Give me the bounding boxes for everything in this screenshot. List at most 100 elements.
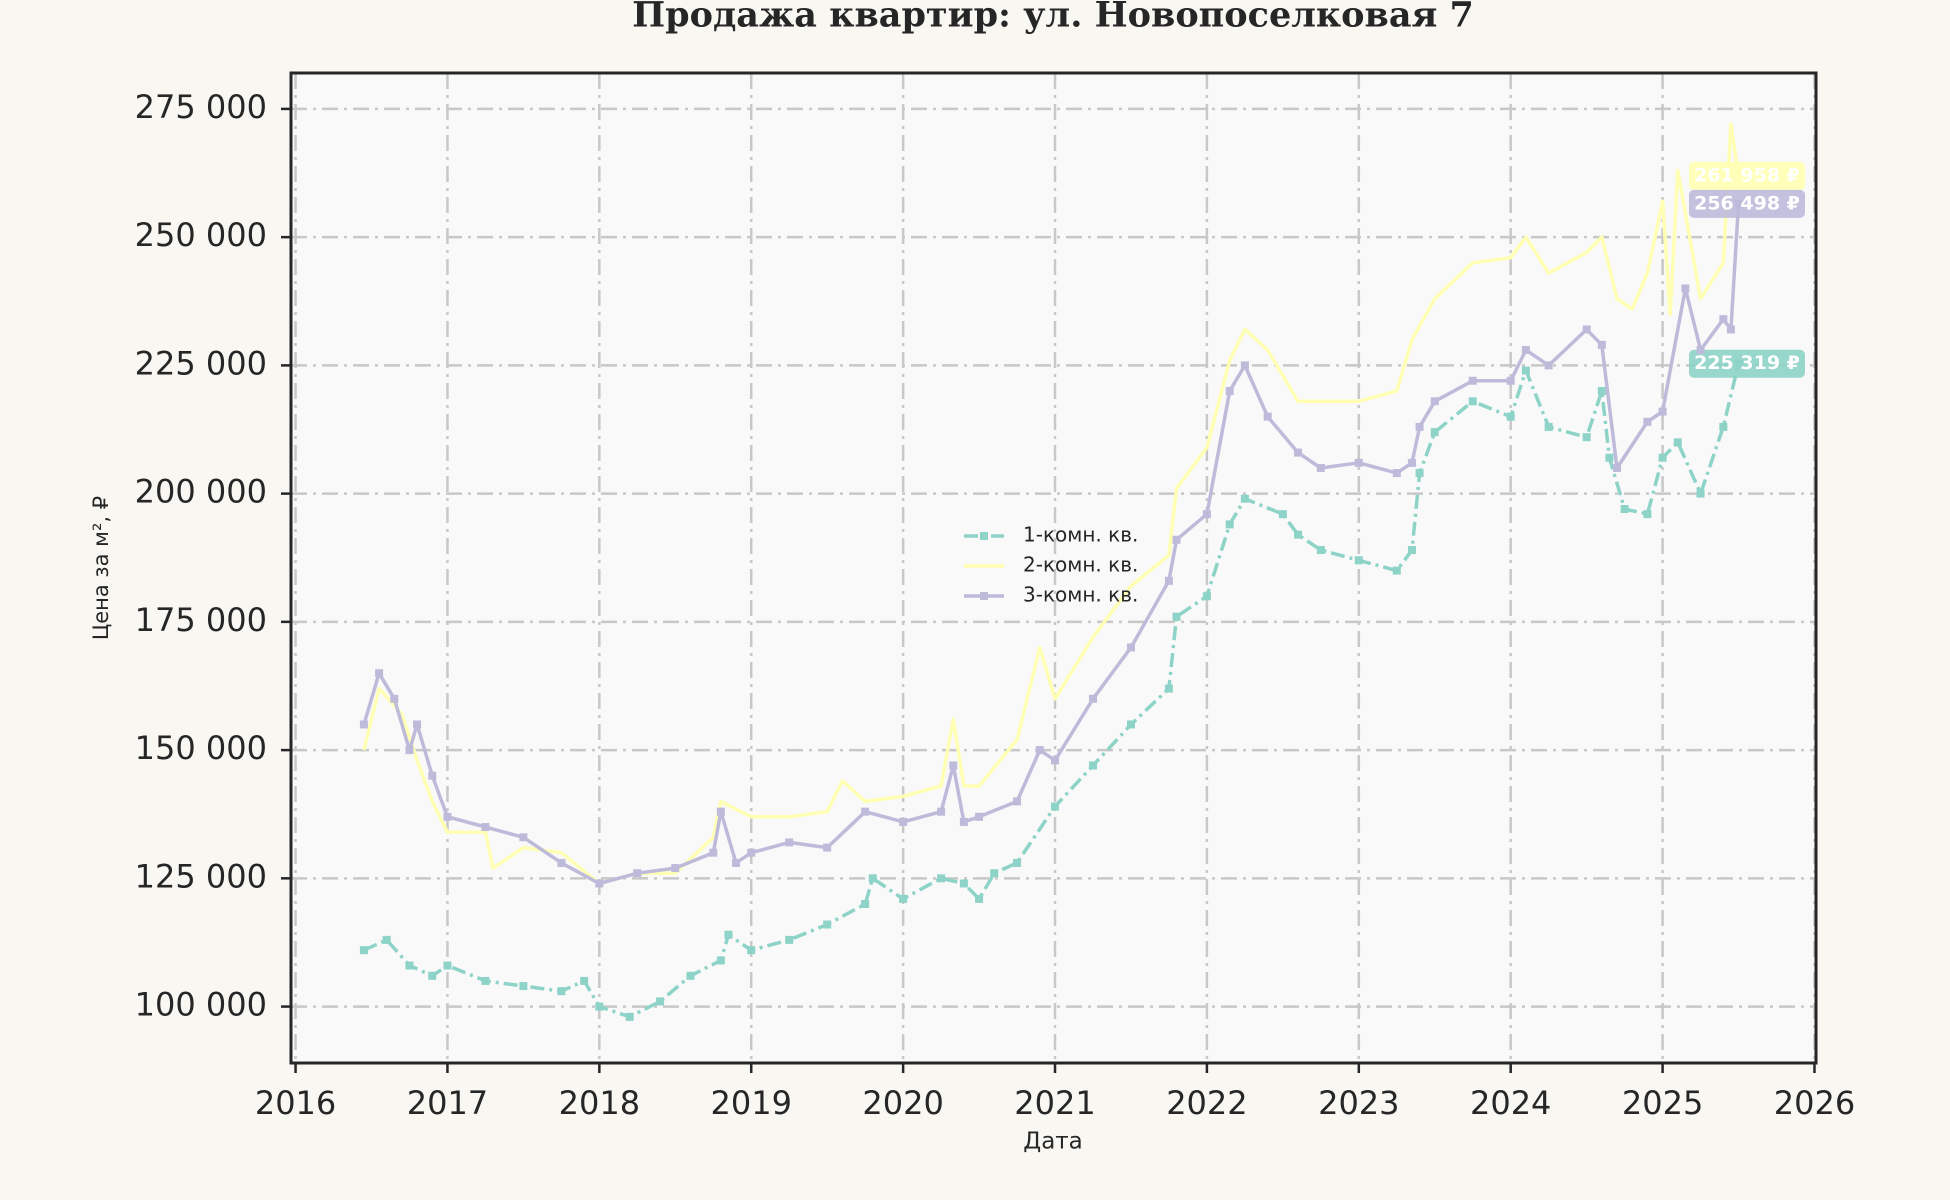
data-point: [732, 858, 741, 867]
y-tick-label: 100 000: [135, 986, 267, 1024]
data-point: [1013, 858, 1022, 867]
data-point: [1582, 325, 1591, 334]
data-point: [1172, 535, 1181, 544]
x-tick-label: 2018: [559, 1084, 640, 1122]
data-point: [1294, 530, 1303, 539]
data-point: [1643, 417, 1652, 426]
data-point: [595, 879, 604, 888]
data-point: [359, 720, 368, 729]
data-point: [428, 771, 437, 780]
data-point: [1605, 453, 1614, 462]
data-point: [1620, 505, 1629, 514]
data-point: [1726, 325, 1735, 334]
x-tick-label: 2026: [1774, 1084, 1855, 1122]
data-point: [747, 946, 756, 955]
x-tick-label: 2024: [1470, 1084, 1551, 1122]
data-point: [975, 812, 984, 821]
value-label-box: [1689, 349, 1805, 378]
data-point: [519, 982, 528, 991]
data-point: [1354, 458, 1363, 467]
data-point: [1582, 433, 1591, 442]
data-point: [1643, 510, 1652, 519]
data-point: [1225, 387, 1234, 396]
data-point: [1430, 397, 1439, 406]
data-point: [823, 920, 832, 929]
data-point: [519, 833, 528, 842]
x-axis-label: Дата: [1023, 1129, 1083, 1155]
data-point: [1316, 546, 1325, 555]
data-point: [868, 874, 877, 883]
data-point: [1415, 422, 1424, 431]
data-point: [390, 694, 399, 703]
data-point: [1013, 797, 1022, 806]
x-tick-label: 2020: [862, 1084, 943, 1122]
x-tick-label: 2025: [1622, 1084, 1703, 1122]
y-tick-label: 225 000: [135, 344, 267, 382]
data-point: [1202, 592, 1211, 601]
data-point: [899, 817, 908, 826]
data-point: [937, 807, 946, 816]
data-point: [1088, 694, 1097, 703]
y-tick-label: 275 000: [135, 88, 267, 126]
data-point: [405, 961, 414, 970]
y-tick-label: 150 000: [135, 729, 267, 767]
data-point: [1392, 469, 1401, 478]
data-point: [899, 894, 908, 903]
data-point: [428, 971, 437, 980]
data-point: [1506, 376, 1515, 385]
x-tick-label: 2022: [1166, 1084, 1247, 1122]
data-point: [443, 961, 452, 970]
data-point: [1719, 315, 1728, 324]
data-point: [1051, 756, 1060, 765]
data-point: [716, 956, 725, 965]
data-point: [633, 869, 642, 878]
data-point: [1658, 453, 1667, 462]
data-point: [1521, 345, 1530, 354]
data-point: [405, 746, 414, 755]
y-axis-label: Цена за м², ₽: [89, 496, 113, 640]
y-tick-label: 200 000: [135, 473, 267, 511]
plot-frame: [289, 71, 1818, 1065]
data-point: [1240, 361, 1249, 370]
data-point: [785, 935, 794, 944]
data-point: [1263, 412, 1272, 421]
data-point: [1696, 489, 1705, 498]
data-point: [959, 879, 968, 888]
data-point: [949, 761, 958, 770]
data-point: [1088, 761, 1097, 770]
data-point: [1719, 422, 1728, 431]
y-tick-label: 175 000: [135, 601, 267, 639]
data-point: [413, 720, 422, 729]
data-point: [861, 899, 870, 908]
data-point: [861, 807, 870, 816]
legend-label: 3-комн. кв.: [1023, 583, 1138, 607]
data-point: [1544, 422, 1553, 431]
x-tick-label: 2021: [1014, 1084, 1095, 1122]
data-point: [1696, 345, 1705, 354]
data-point: [1202, 510, 1211, 519]
data-point: [709, 848, 718, 857]
x-tick-label: 2017: [407, 1084, 488, 1122]
data-point: [1658, 407, 1667, 416]
value-label-box: [1689, 161, 1805, 190]
data-point: [1407, 546, 1416, 555]
series-line: [362, 122, 1741, 886]
legend-label: 1-комн. кв.: [1023, 523, 1138, 547]
data-point: [1164, 684, 1173, 693]
data-point: [1544, 361, 1553, 370]
data-point: [1051, 802, 1060, 811]
data-point: [382, 935, 391, 944]
data-point: [1316, 463, 1325, 472]
data-point: [1126, 720, 1135, 729]
data-point: [656, 997, 665, 1006]
chart-title: Продажа квартир: ул. Новопоселковая 7: [632, 0, 1474, 36]
x-tick-label: 2019: [711, 1084, 792, 1122]
data-point: [557, 858, 566, 867]
series-line: [363, 363, 1741, 1019]
legend-label: 2-комн. кв.: [1023, 553, 1138, 577]
data-point: [1430, 428, 1439, 437]
data-point: [937, 874, 946, 883]
data-point: [481, 823, 490, 832]
data-point: [359, 946, 368, 955]
data-point: [557, 987, 566, 996]
